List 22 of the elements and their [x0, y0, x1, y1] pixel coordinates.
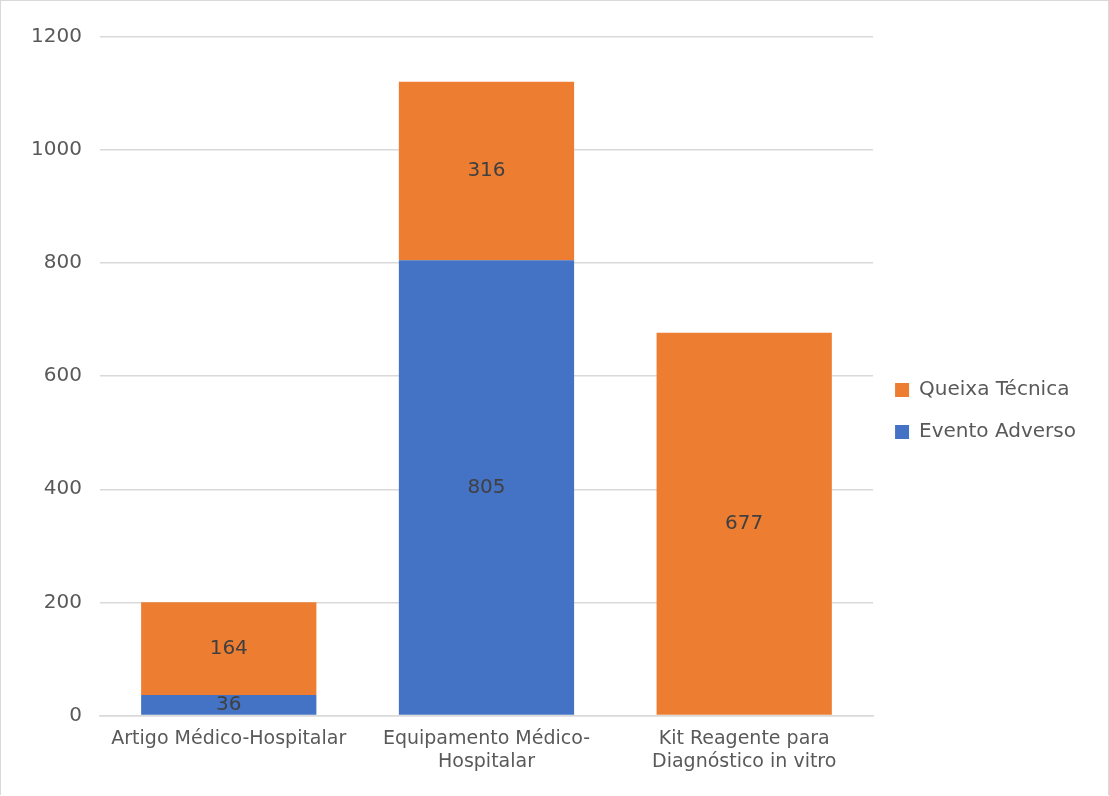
x-tick-label: Artigo Médico-Hospitalar — [111, 725, 347, 748]
bar — [656, 332, 832, 715]
y-tick-label: 800 — [43, 249, 82, 274]
legend-label: Evento Adverso — [919, 418, 1076, 443]
data-label: 677 — [725, 509, 764, 534]
y-tick-label: 600 — [43, 362, 82, 387]
y-tick-label: 1200 — [30, 23, 82, 48]
bar — [398, 81, 575, 261]
data-label: 36 — [216, 691, 242, 716]
bar — [141, 695, 317, 715]
data-label: 316 — [467, 157, 506, 182]
data-label: 805 — [467, 473, 506, 498]
bar — [398, 260, 575, 715]
data-label: 164 — [209, 634, 248, 659]
y-tick-label: 0 — [69, 701, 82, 726]
legend-label: Queixa Técnica — [919, 376, 1070, 401]
y-tick-label: 1000 — [30, 136, 82, 161]
bar — [141, 602, 317, 696]
y-tick-label: 400 — [43, 475, 82, 500]
x-tick-label: Kit Reagente para Diagnóstico in vitro — [652, 725, 837, 771]
x-tick-label: Equipamento Médico-Hospitalar — [382, 725, 591, 771]
y-tick-label: 200 — [43, 588, 82, 613]
